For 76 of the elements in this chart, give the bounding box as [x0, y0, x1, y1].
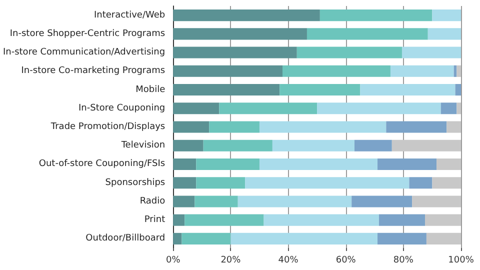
- bar: [412, 196, 461, 208]
- y-tick-label: Trade Promotion/Displays: [50, 122, 166, 132]
- bar: [230, 232, 378, 244]
- bar: [196, 158, 260, 170]
- bar: [320, 10, 432, 22]
- bar: [203, 140, 272, 152]
- bar: [456, 65, 461, 77]
- y-tick-label: Print: [144, 215, 166, 226]
- bar: [272, 140, 354, 152]
- bar: [282, 65, 390, 77]
- bar: [436, 158, 461, 170]
- bar: [184, 214, 264, 226]
- bar: [432, 10, 461, 22]
- bar: [173, 121, 210, 133]
- bar: [354, 140, 392, 152]
- bar: [196, 177, 246, 189]
- x-tick-label: 0%: [166, 256, 181, 266]
- bar: [173, 65, 283, 77]
- y-tick-label: In-store Shopper-Centric Programs: [10, 28, 166, 39]
- bar: [173, 196, 195, 208]
- bar: [390, 65, 454, 77]
- bar: [428, 28, 461, 40]
- bar: [209, 121, 260, 133]
- bar: [182, 232, 231, 244]
- bar: [306, 28, 428, 40]
- y-tick-label: Outdoor/Billboard: [86, 234, 166, 244]
- bar: [446, 121, 461, 133]
- bar: [426, 232, 461, 244]
- y-tick-label: Sponsorships: [105, 178, 166, 188]
- bar: [378, 232, 426, 244]
- bar: [259, 121, 386, 133]
- bar: [173, 177, 196, 189]
- y-tick-label: In-Store Couponing: [78, 103, 166, 114]
- bar: [392, 140, 461, 152]
- bar: [173, 84, 280, 96]
- bar: [238, 196, 352, 208]
- bar: [194, 196, 238, 208]
- bar: [296, 46, 402, 58]
- bar: [378, 158, 437, 170]
- bar: [409, 177, 432, 189]
- x-tick-label: 60%: [336, 256, 356, 266]
- y-tick-label: Mobile: [136, 84, 166, 95]
- x-tick-label: 80%: [393, 256, 414, 266]
- bar: [264, 214, 379, 226]
- bar: [402, 46, 461, 58]
- bar: [173, 232, 182, 244]
- bar: [386, 121, 447, 133]
- bar: [425, 214, 461, 226]
- y-tick-label: Television: [120, 140, 166, 151]
- bar: [173, 158, 196, 170]
- bar: [219, 102, 318, 114]
- y-tick-label: Out-of-store Couponing/FSIs: [38, 159, 166, 170]
- bar: [432, 177, 461, 189]
- bar: [378, 214, 426, 226]
- x-tick-label: 20%: [220, 256, 242, 266]
- y-tick-label: In-store Co-marketing Programs: [21, 66, 166, 76]
- x-tick-label: 40%: [278, 256, 299, 266]
- bar: [352, 196, 412, 208]
- x-tick-label: 100%: [448, 256, 474, 266]
- bar: [456, 102, 461, 114]
- bar: [245, 177, 410, 189]
- bar: [455, 84, 461, 96]
- bar: [173, 140, 204, 152]
- bar: [173, 102, 220, 114]
- bar: [280, 84, 360, 96]
- bar: [173, 28, 307, 40]
- bar: [440, 102, 457, 114]
- bar: [173, 10, 320, 22]
- bar: [173, 46, 297, 58]
- y-tick-label: Radio: [140, 196, 166, 206]
- bar: [259, 158, 378, 170]
- bar: [360, 84, 456, 96]
- y-tick-label: In-store Communication/Advertising: [2, 48, 166, 58]
- y-tick-label: Interactive/Web: [94, 10, 166, 20]
- bar: [173, 214, 185, 226]
- bar: [317, 102, 441, 114]
